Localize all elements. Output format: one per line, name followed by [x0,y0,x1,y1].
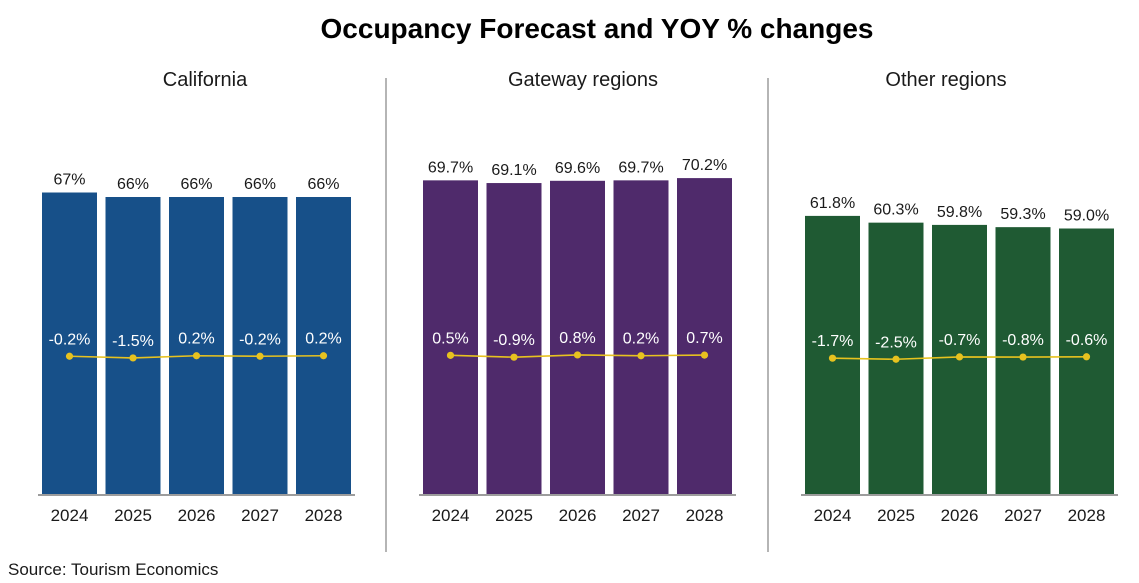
x-tick-label: 2027 [622,506,660,525]
bar-value-label: 59.8% [937,204,982,221]
bar-2025 [486,183,542,495]
yoy-point [256,352,264,360]
bar-value-label: 66% [117,176,149,193]
chart-title: Occupancy Forecast and YOY % changes [321,13,874,44]
panel-title: Other regions [885,69,1006,91]
bar-2024 [42,192,97,494]
yoy-point [637,352,645,360]
yoy-point [1082,353,1091,361]
x-tick-label: 2025 [877,506,915,525]
x-tick-label: 2026 [178,506,216,525]
yoy-point [1019,353,1027,361]
x-tick-label: 2028 [1068,506,1106,525]
yoy-label: -0.8% [1002,332,1044,349]
bar-value-label: 59.0% [1064,208,1109,225]
yoy-point [828,354,837,362]
yoy-label: 0.5% [432,330,468,347]
bar-value-label: 60.3% [873,202,918,219]
x-tick-label: 2024 [814,506,852,525]
yoy-label: -0.6% [1066,332,1108,349]
bar-2027 [613,180,669,494]
yoy-point [129,354,137,362]
bar-2026 [169,197,224,494]
yoy-point [65,352,74,360]
x-tick-label: 2026 [559,506,597,525]
x-tick-label: 2028 [686,506,724,525]
yoy-label: 0.8% [559,330,595,347]
yoy-point [892,355,900,363]
yoy-label: -1.7% [812,333,854,350]
yoy-label: -0.7% [939,332,981,349]
yoy-point [319,352,328,360]
bar-2026 [550,180,605,495]
bar-value-label: 66% [307,176,339,193]
yoy-point [192,352,201,360]
x-tick-label: 2024 [432,506,470,525]
yoy-label: 0.2% [623,331,659,348]
yoy-label: -0.9% [493,332,535,349]
x-tick-label: 2024 [51,506,89,525]
x-tick-label: 2026 [941,506,979,525]
x-tick-label: 2025 [114,506,152,525]
bar-value-label: 69.7% [618,159,663,176]
bar-2024 [423,180,478,494]
yoy-label: 0.7% [686,330,722,347]
yoy-point [446,351,455,359]
source-note: Source: Tourism Economics [8,560,219,579]
bar-value-label: 59.3% [1000,206,1045,223]
bar-2027 [232,197,288,494]
yoy-label: -1.5% [112,333,154,350]
x-tick-label: 2027 [1004,506,1042,525]
panel-1: California 67% 2024 66% 2025 66% 2026 66% 2027 66… [38,69,355,525]
panel-title: Gateway regions [508,69,658,91]
yoy-label: -0.2% [239,331,281,348]
bar-2028 [296,197,351,494]
bar-value-label: 69.6% [555,160,600,177]
yoy-point [573,351,582,359]
bar-value-label: 69.7% [428,159,473,176]
yoy-point [955,353,964,361]
panels: California 67% 2024 66% 2025 66% 2026 66% 2027 66… [38,69,1118,525]
panel-2: Gateway regions 69.7% 2024 69.1% 2025 69.6% 20… [419,69,736,525]
bar-2028 [1059,228,1114,494]
bar-value-label: 61.8% [810,195,855,212]
x-tick-label: 2025 [495,506,533,525]
bar-value-label: 70.2% [682,157,727,174]
bar-value-label: 66% [180,176,212,193]
panel-3: Other regions 61.8% 2024 60.3% 2025 59.8% 2026… [801,69,1118,525]
yoy-label: 0.2% [178,331,214,348]
x-tick-label: 2027 [241,506,279,525]
yoy-label: -2.5% [875,334,917,351]
panel-title: California [163,69,248,91]
x-tick-label: 2028 [305,506,343,525]
bar-2025 [105,197,161,494]
bar-value-label: 69.1% [491,162,536,179]
bar-value-label: 67% [53,172,85,189]
yoy-point [700,351,709,359]
bar-value-label: 66% [244,176,276,193]
bar-2028 [677,178,732,494]
yoy-label: 0.2% [305,331,341,348]
yoy-point [510,353,518,361]
yoy-label: -0.2% [49,331,91,348]
